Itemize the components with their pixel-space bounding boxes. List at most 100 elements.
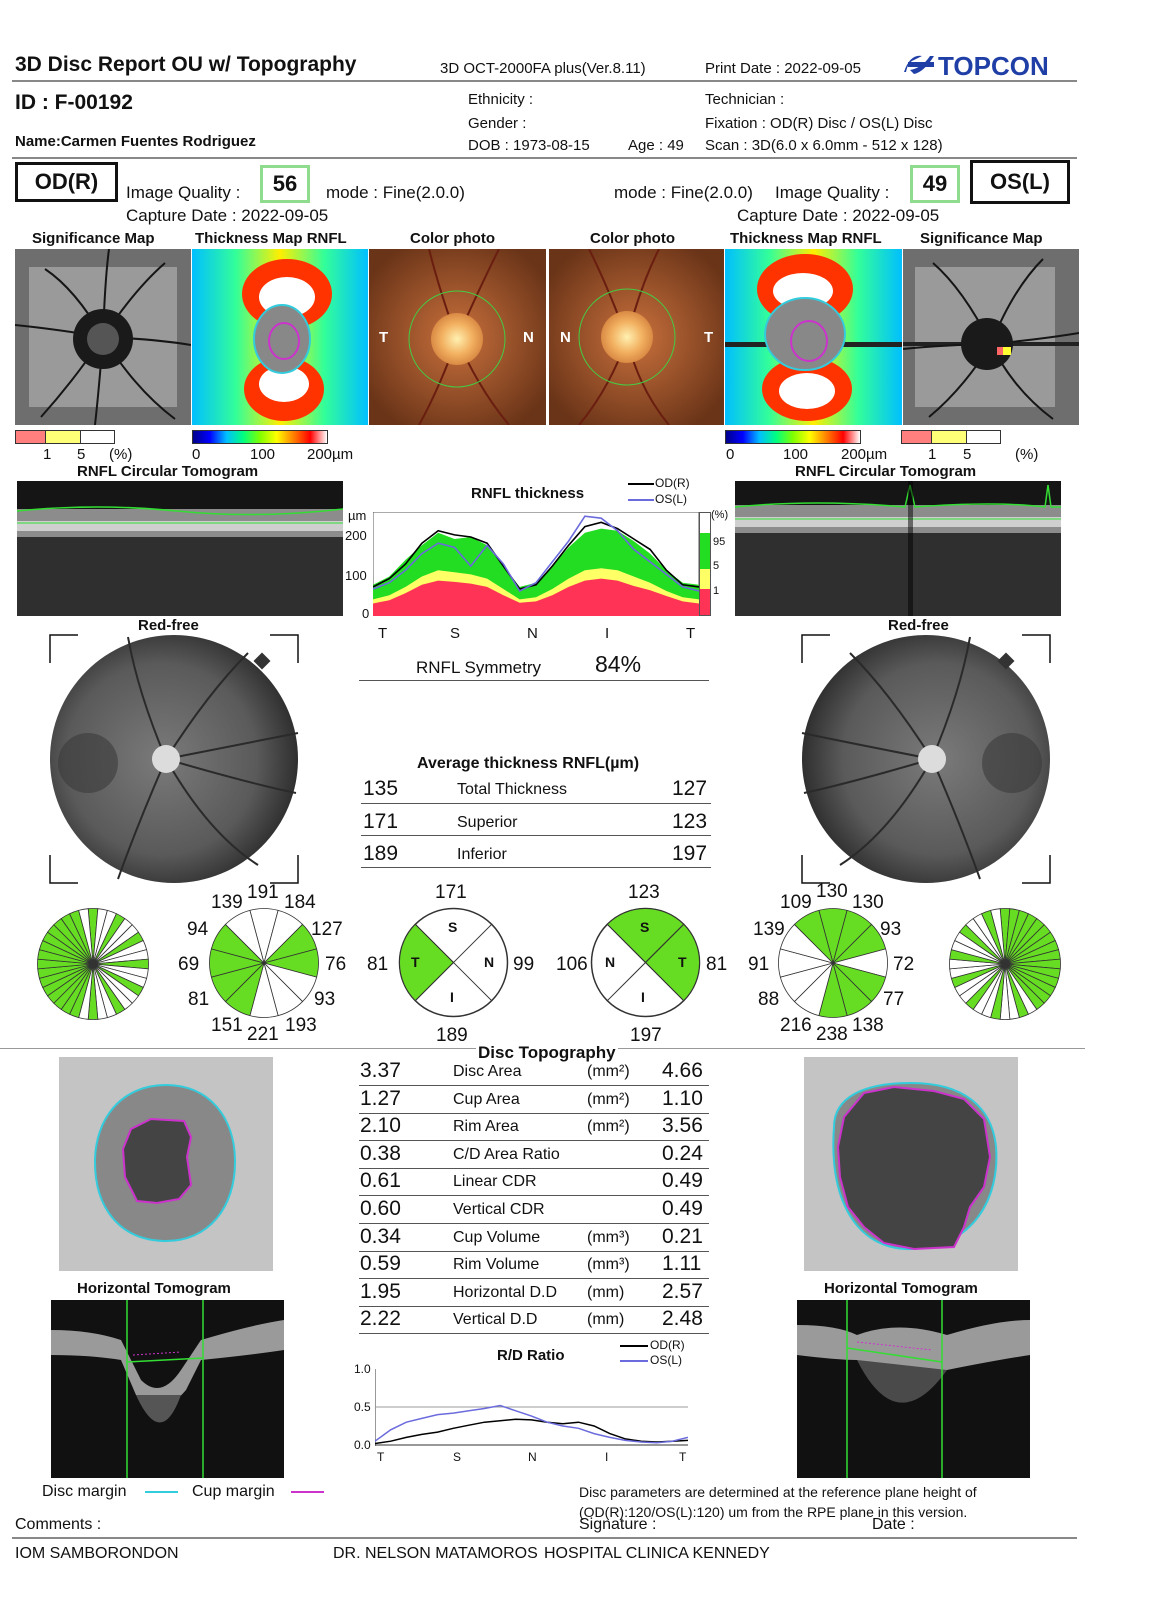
disc-row-label: Horizontal D.D [453, 1283, 558, 1301]
rnfl-x-tick-n: N [527, 625, 538, 642]
disc-row-od-value: 1.27 [360, 1086, 401, 1110]
os-thickness-title: Thickness Map RNFL [730, 230, 882, 247]
od-thick-tick-200: 200µm [307, 446, 354, 463]
footer-institution: IOM SAMBORONDON [15, 1545, 179, 1562]
od-horizontal-title: Horizontal Tomogram [77, 1280, 231, 1297]
disc-row-od-value: 1.95 [360, 1279, 401, 1303]
disc-row-label: Cup Area [453, 1090, 520, 1108]
disc-row-od-value: 2.10 [360, 1114, 401, 1138]
disc-row-os-value: 0.49 [662, 1197, 703, 1220]
os-capture-date: Capture Date : 2022-09-05 [737, 206, 940, 225]
os-thickness-map [725, 249, 902, 425]
disc-row-os-value: 4.66 [662, 1059, 703, 1082]
od-sig-tick-1: 1 [43, 446, 52, 463]
disc-row-unit: (mm²) [587, 1090, 630, 1108]
os-mode: mode : Fine(2.0.0) [614, 183, 753, 202]
rnfl-chart-title: RNFL thickness [471, 485, 585, 502]
rnfl-pct-1: 1 [713, 585, 720, 597]
rd-legend-os: OS(L) [650, 1353, 683, 1367]
technician: Technician : [705, 91, 785, 108]
disc-row-divider [359, 1195, 709, 1197]
disc-row-unit: (mm) [587, 1311, 625, 1329]
rnfl-line-os [373, 515, 699, 593]
os-sig-tick-5: 5 [963, 446, 972, 463]
od-clock-12: 191 [247, 882, 279, 903]
disc-row-os-value: 0.49 [662, 1169, 703, 1193]
avg-inferior-od: 189 [363, 842, 399, 865]
rd-y-tick-1: 1.0 [354, 1362, 371, 1376]
disc-row-label: Linear CDR [453, 1173, 537, 1191]
disc-row-label: Cup Volume [453, 1228, 541, 1246]
os-clock-2: 93 [880, 919, 902, 940]
disc-row-os-value: 0.21 [662, 1224, 703, 1248]
disc-row-os-value: 2.57 [662, 1279, 703, 1303]
os-12-sector [793, 909, 834, 965]
rd-y-tick-0: 0.0 [354, 1438, 371, 1452]
cup-margin-label: Cup margin [192, 1483, 275, 1500]
rnfl-band-1 [373, 578, 699, 616]
dob: DOB : 1973-08-15 [468, 137, 590, 154]
rd-x-tick-s: S [453, 1450, 462, 1464]
od-sig-tick-5: 5 [77, 446, 86, 463]
patient-name: Name:Carmen Fuentes Rodriguez [15, 133, 256, 150]
avg-total-os: 127 [672, 777, 708, 800]
od-clock-7: 151 [211, 1015, 243, 1036]
avg-inferior-os: 197 [672, 842, 708, 865]
od-color-photo [369, 249, 546, 425]
disc-row-os-value: 1.11 [662, 1252, 702, 1276]
od-quad-t: T [411, 954, 420, 970]
footer-doctor: DR. NELSON MATAMOROS [333, 1545, 538, 1562]
od-quad-bottom-val: 189 [436, 1025, 468, 1046]
od-thickness-scale [192, 430, 328, 444]
od-quad-left-val: 81 [367, 954, 389, 975]
disc-row-label: Disc Area [453, 1063, 522, 1080]
os-color-title: Color photo [590, 230, 675, 247]
od-clock-11: 139 [211, 892, 243, 913]
disc-row-unit: (mm³) [587, 1256, 630, 1274]
rnfl-symmetry-label: RNFL Symmetry [416, 658, 541, 677]
od-clock-4: 93 [314, 989, 336, 1010]
disc-row-od-value: 0.38 [360, 1141, 401, 1165]
rd-legend-od-line [620, 1345, 648, 1347]
od-quad-s: S [448, 919, 458, 935]
disc-row-divider [359, 1278, 709, 1280]
print-date: Print Date : 2022-09-05 [705, 60, 861, 77]
os-quad-top-val: 123 [628, 882, 660, 903]
avg-superior-label: Superior [457, 814, 518, 831]
os-quad-bottom-val: 197 [630, 1025, 662, 1046]
age: Age : 49 [628, 137, 684, 154]
os-clock-12: 130 [816, 881, 848, 902]
od-disc-topography-image [59, 1057, 273, 1271]
os-quad-s: S [640, 919, 650, 935]
gender: Gender : [468, 115, 527, 132]
od-significance-title: Significance Map [32, 230, 155, 247]
disc-row-label: Rim Area [453, 1118, 519, 1136]
legend-os-line [628, 499, 654, 501]
legend-od-label: OD(R) [655, 476, 690, 490]
os-sig-tick-pct: (%) [1015, 446, 1039, 463]
od-sig-tick-pct: (%) [109, 446, 133, 463]
disc-row-od-value: 0.60 [360, 1197, 401, 1220]
signature-label: Signature : [579, 1516, 657, 1533]
os-clock-7: 216 [780, 1015, 812, 1036]
rnfl-thickness-chart [373, 512, 699, 616]
disc-row-divider [359, 1305, 709, 1307]
os-quad-right-val: 81 [706, 954, 728, 975]
disc-row-divider [359, 1167, 709, 1169]
topcon-logo: TOPCON [900, 50, 1070, 85]
od-clock-10: 94 [187, 919, 209, 940]
os-sig-tick-1: 1 [928, 446, 937, 463]
os-thickness-scale [725, 430, 861, 444]
legend-os-label: OS(L) [655, 492, 688, 506]
disc-row-label: Vertical D.D [453, 1311, 538, 1329]
disc-row-unit: (mm²) [587, 1063, 630, 1080]
od-thick-tick-100: 100 [250, 446, 276, 463]
os-quad-n: N [605, 954, 616, 970]
od-horizontal-tomogram [51, 1300, 284, 1478]
os-36-sector [990, 908, 1006, 965]
od-quad-top-val: 171 [435, 882, 467, 903]
os-quad-left-val: 106 [556, 954, 588, 975]
os-quad-t: T [678, 954, 687, 970]
od-significance-scale [15, 430, 115, 444]
footer-hospital: HOSPITAL CLINICA KENNEDY [544, 1545, 770, 1562]
